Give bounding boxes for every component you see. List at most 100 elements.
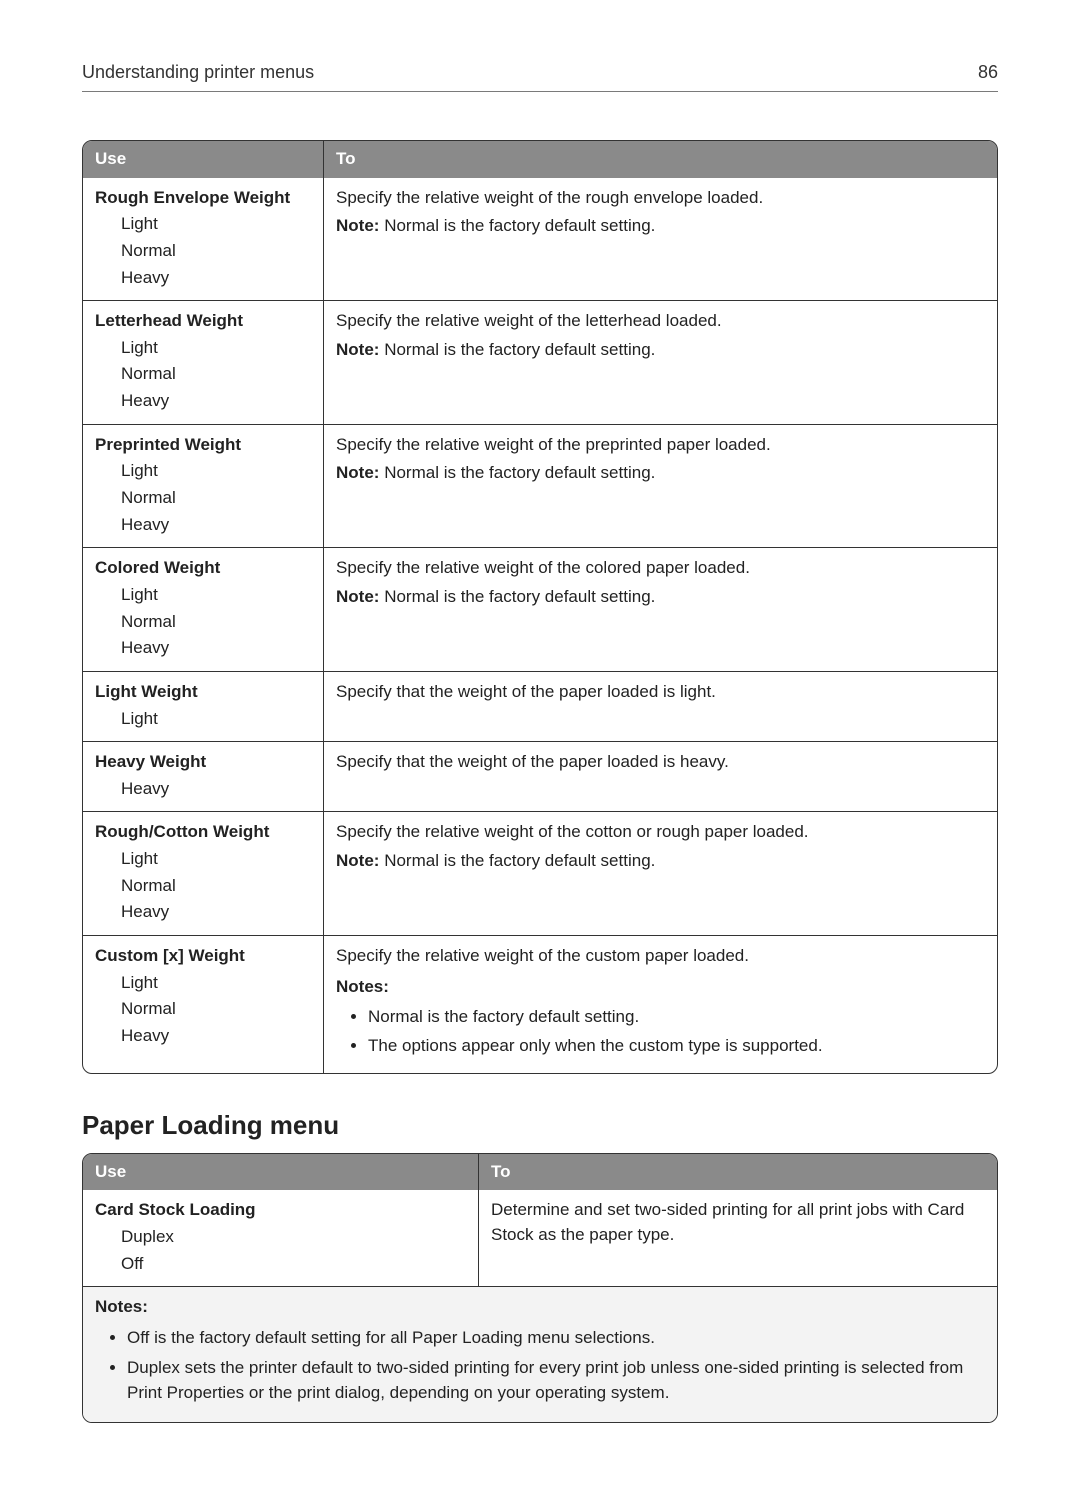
use-option: Normal bbox=[121, 874, 311, 899]
col-use-header: Use bbox=[83, 1154, 478, 1191]
to-cell: Determine and set two‑sided printing for… bbox=[478, 1190, 997, 1286]
weight-menu-table: Use To Rough Envelope Weight Light Norma… bbox=[82, 140, 998, 1074]
use-option: Normal bbox=[121, 610, 311, 635]
to-main-text: Determine and set two‑sided printing for… bbox=[491, 1198, 985, 1247]
to-cell: Specify the relative weight of the lette… bbox=[323, 300, 997, 424]
to-main-text: Specify the relative weight of the custo… bbox=[336, 944, 985, 969]
running-header: Understanding printer menus 86 bbox=[82, 62, 998, 92]
use-option: Light bbox=[121, 459, 311, 484]
table-row: Custom [x] Weight Light Normal Heavy Spe… bbox=[83, 935, 997, 1073]
use-option: Heavy bbox=[121, 513, 311, 538]
page: Understanding printer menus 86 Use To Ro… bbox=[0, 0, 1080, 1503]
note-bullet: Normal is the factory default setting. bbox=[368, 1005, 985, 1030]
note-bullet: Off is the factory default setting for a… bbox=[127, 1326, 985, 1351]
use-options: Light Normal Heavy bbox=[95, 583, 311, 661]
use-title: Rough/Cotton Weight bbox=[95, 820, 311, 845]
use-options: Light Normal Heavy bbox=[95, 971, 311, 1049]
table-row: Colored Weight Light Normal Heavy Specif… bbox=[83, 547, 997, 671]
table-row: Preprinted Weight Light Normal Heavy Spe… bbox=[83, 424, 997, 548]
to-cell: Specify the relative weight of the color… bbox=[323, 547, 997, 671]
use-cell: Letterhead Weight Light Normal Heavy bbox=[83, 300, 323, 424]
use-cell: Colored Weight Light Normal Heavy bbox=[83, 547, 323, 671]
use-option: Heavy bbox=[121, 1024, 311, 1049]
use-options: Light Normal Heavy bbox=[95, 336, 311, 414]
use-title: Light Weight bbox=[95, 680, 311, 705]
use-options: Duplex Off bbox=[95, 1225, 466, 1276]
to-cell: Specify the relative weight of the rough… bbox=[323, 178, 997, 301]
use-option: Heavy bbox=[121, 777, 311, 802]
table-row: Rough Envelope Weight Light Normal Heavy… bbox=[83, 178, 997, 301]
use-cell: Card Stock Loading Duplex Off bbox=[83, 1190, 478, 1286]
page-number: 86 bbox=[978, 62, 998, 83]
paper-loading-table: Use To Card Stock Loading Duplex Off Det… bbox=[82, 1153, 998, 1423]
use-option: Normal bbox=[121, 997, 311, 1022]
table-row: Light Weight Light Specify that the weig… bbox=[83, 671, 997, 741]
notes-row: Notes: Off is the factory default settin… bbox=[83, 1286, 997, 1422]
use-option: Normal bbox=[121, 239, 311, 264]
use-cell: Rough Envelope Weight Light Normal Heavy bbox=[83, 178, 323, 301]
to-note: Note: Normal is the factory default sett… bbox=[336, 849, 985, 874]
use-title: Letterhead Weight bbox=[95, 309, 311, 334]
note-text: Normal is the factory default setting. bbox=[384, 851, 655, 870]
use-option: Light bbox=[121, 847, 311, 872]
use-option: Normal bbox=[121, 362, 311, 387]
use-option: Heavy bbox=[121, 266, 311, 291]
col-to-header: To bbox=[323, 141, 997, 178]
use-option: Heavy bbox=[121, 636, 311, 661]
notes-label: Notes: bbox=[95, 1295, 985, 1320]
to-main-text: Specify the relative weight of the cotto… bbox=[336, 820, 985, 845]
to-main-text: Specify the relative weight of the lette… bbox=[336, 309, 985, 334]
to-cell: Specify that the weight of the paper loa… bbox=[323, 741, 997, 811]
use-title: Colored Weight bbox=[95, 556, 311, 581]
use-option: Light bbox=[121, 971, 311, 996]
use-cell: Rough/Cotton Weight Light Normal Heavy bbox=[83, 811, 323, 935]
use-title: Card Stock Loading bbox=[95, 1198, 466, 1223]
note-prefix: Note: bbox=[336, 216, 379, 235]
note-bullet: Duplex sets the printer default to two‑s… bbox=[127, 1356, 985, 1405]
notes-bullets: Normal is the factory default setting. T… bbox=[336, 1005, 985, 1058]
notes-label: Notes: bbox=[336, 975, 985, 1000]
to-cell: Specify the relative weight of the cotto… bbox=[323, 811, 997, 935]
use-option: Duplex bbox=[121, 1225, 466, 1250]
to-cell: Specify the relative weight of the prepr… bbox=[323, 424, 997, 548]
to-main-text: Specify the relative weight of the prepr… bbox=[336, 433, 985, 458]
use-option: Light bbox=[121, 212, 311, 237]
use-option: Light bbox=[121, 583, 311, 608]
use-option: Normal bbox=[121, 486, 311, 511]
use-cell: Preprinted Weight Light Normal Heavy bbox=[83, 424, 323, 548]
col-use-header: Use bbox=[83, 141, 323, 178]
table-row: Letterhead Weight Light Normal Heavy Spe… bbox=[83, 300, 997, 424]
note-prefix: Note: bbox=[336, 463, 379, 482]
note-text: Normal is the factory default setting. bbox=[384, 463, 655, 482]
to-cell: Specify that the weight of the paper loa… bbox=[323, 671, 997, 741]
use-title: Heavy Weight bbox=[95, 750, 311, 775]
to-main-text: Specify the relative weight of the color… bbox=[336, 556, 985, 581]
use-cell: Heavy Weight Heavy bbox=[83, 741, 323, 811]
section-heading: Paper Loading menu bbox=[82, 1110, 998, 1141]
table-header-row: Use To bbox=[83, 1154, 997, 1191]
use-option: Heavy bbox=[121, 389, 311, 414]
to-main-text: Specify that the weight of the paper loa… bbox=[336, 680, 985, 705]
use-options: Light bbox=[95, 707, 311, 732]
to-note: Note: Normal is the factory default sett… bbox=[336, 585, 985, 610]
table-header-row: Use To bbox=[83, 141, 997, 178]
to-note: Note: Normal is the factory default sett… bbox=[336, 214, 985, 239]
notes-bullets: Off is the factory default setting for a… bbox=[95, 1326, 985, 1406]
use-cell: Light Weight Light bbox=[83, 671, 323, 741]
col-to-header: To bbox=[478, 1154, 997, 1191]
use-title: Preprinted Weight bbox=[95, 433, 311, 458]
note-text: Normal is the factory default setting. bbox=[384, 587, 655, 606]
header-title: Understanding printer menus bbox=[82, 62, 314, 83]
table-row: Card Stock Loading Duplex Off Determine … bbox=[83, 1190, 997, 1286]
use-options: Heavy bbox=[95, 777, 311, 802]
use-option: Light bbox=[121, 707, 311, 732]
note-text: Normal is the factory default setting. bbox=[384, 340, 655, 359]
to-main-text: Specify that the weight of the paper loa… bbox=[336, 750, 985, 775]
use-title: Rough Envelope Weight bbox=[95, 186, 311, 211]
notes-cell: Notes: Off is the factory default settin… bbox=[83, 1286, 997, 1422]
use-cell: Custom [x] Weight Light Normal Heavy bbox=[83, 935, 323, 1073]
use-title: Custom [x] Weight bbox=[95, 944, 311, 969]
use-option: Heavy bbox=[121, 900, 311, 925]
note-prefix: Note: bbox=[336, 851, 379, 870]
to-note: Note: Normal is the factory default sett… bbox=[336, 461, 985, 486]
